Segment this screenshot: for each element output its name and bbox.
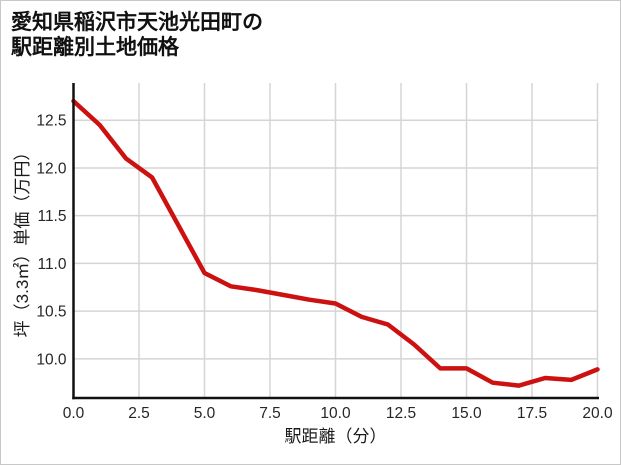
y-tick-label: 10.0 [36,351,67,368]
chart-title-line2: 駅距離別土地価格 [11,36,179,60]
x-tick-label: 2.5 [128,405,150,422]
y-tick-label: 11.0 [37,256,66,273]
y-axis-label: 坪（3.3㎡）単価（万円） [13,144,32,338]
y-tick-label: 11.5 [37,208,66,225]
x-tick-label: 0.0 [63,405,85,422]
x-axis-label: 駅距離（分） [285,427,387,446]
y-tick-label: 10.5 [36,304,66,321]
x-tick-label: 20.0 [582,405,613,422]
x-tick-label: 17.5 [517,405,547,422]
y-tick-label: 12.0 [36,160,67,177]
chart-title: 愛知県稲沢市天池光田町の 駅距離別土地価格 [11,10,263,60]
x-tick-label: 15.0 [451,405,482,422]
x-tick-label: 10.0 [320,405,351,422]
y-tick-label: 12.5 [36,113,66,130]
price-line [71,98,600,388]
x-tick-label: 5.0 [194,405,216,422]
chart-title-line1: 愛知県稲沢市天池光田町の [11,11,263,34]
x-tick-label: 12.5 [386,405,416,422]
x-tick-label: 7.5 [259,405,281,422]
